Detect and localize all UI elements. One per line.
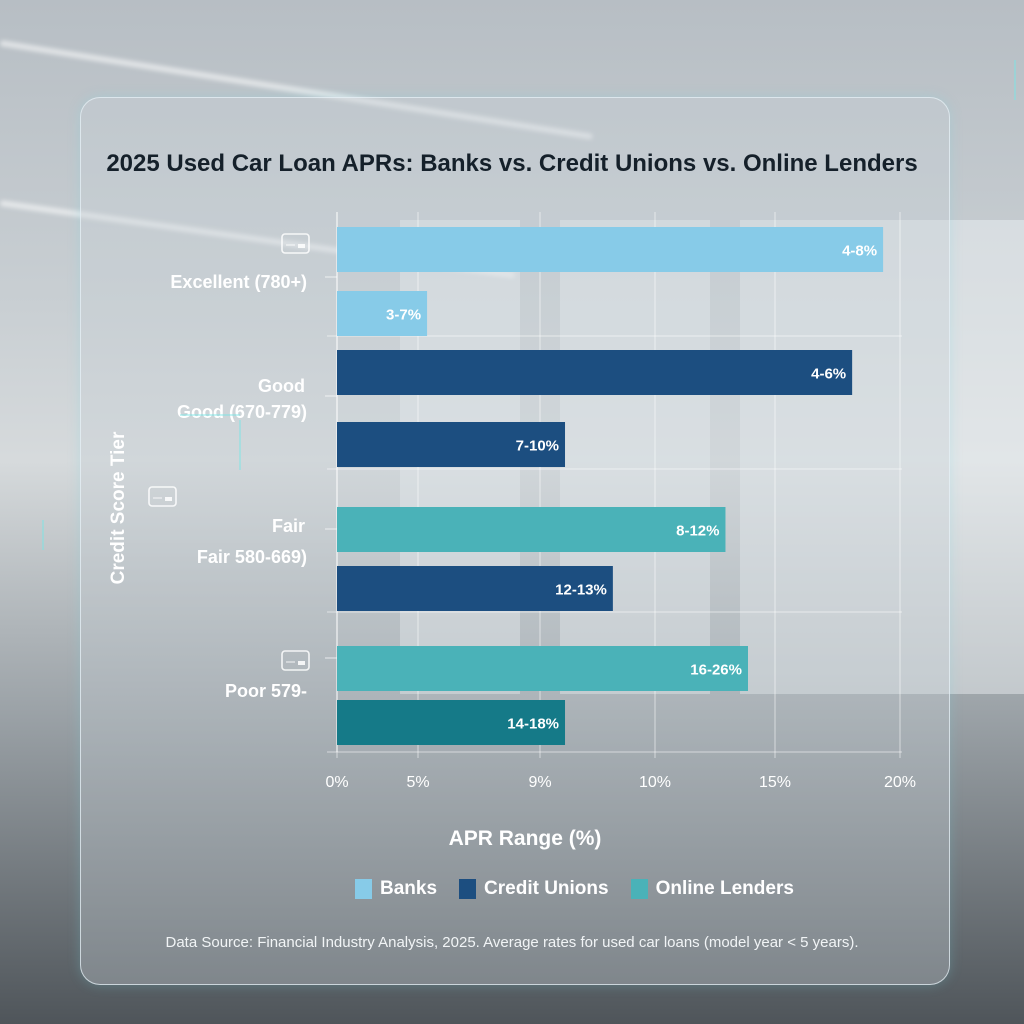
legend-label: Credit Unions (484, 878, 609, 899)
credit-card-icon (298, 244, 305, 248)
category-label: Excellent (780+) (170, 272, 307, 292)
x-tick-label: 0% (325, 774, 348, 791)
legend-item-credit-unions: Credit Unions (459, 878, 609, 900)
category-label: Poor 579- (225, 681, 307, 701)
y-axis-title: Credit Score Tier (108, 431, 129, 584)
legend: Banks Credit Unions Online Lenders (355, 878, 794, 900)
category-label: Fair 580-669) (197, 547, 307, 567)
x-tick-label: 5% (406, 774, 429, 791)
bar-value-label: 14-18% (507, 716, 559, 733)
category-label: Good (670-779) (177, 402, 307, 422)
x-tick-label: 15% (759, 774, 791, 791)
data-source-note: Data Source: Financial Industry Analysis… (165, 934, 859, 951)
x-axis-title: APR Range (%) (449, 827, 602, 850)
bar-credit-unions (337, 566, 613, 611)
chart-title: 2025 Used Car Loan APRs: Banks vs. Credi… (106, 150, 918, 177)
bar-value-label: 4-6% (811, 366, 846, 383)
credit-card-icon (281, 233, 310, 254)
background-window (560, 220, 710, 694)
x-tick-label: 10% (639, 774, 671, 791)
bar-value-label: 8-12% (676, 523, 719, 540)
bar-value-label: 12-13% (555, 582, 607, 599)
legend-swatch (459, 879, 477, 899)
legend-label: Online Lenders (655, 878, 794, 899)
bar-online-lenders (337, 507, 726, 552)
bar-banks (337, 291, 428, 336)
category-label-top: Good (258, 376, 305, 396)
category-label-top: Fair (272, 516, 305, 536)
legend-item-online-lenders: Online Lenders (630, 878, 794, 900)
credit-card-icon (298, 661, 305, 665)
legend-item-banks: Banks (355, 878, 437, 900)
bar-online-lenders (337, 646, 748, 691)
credit-card-icon (165, 497, 172, 501)
credit-card-icon (281, 650, 310, 671)
bar-value-label: 16-26% (690, 662, 742, 679)
bar-credit-unions (337, 422, 566, 467)
bar-value-label: 7-10% (516, 438, 559, 455)
legend-swatch (355, 879, 372, 899)
bar-banks (337, 227, 884, 272)
bar-online-lenders (337, 700, 566, 745)
legend-swatch (630, 879, 648, 899)
x-tick-label: 20% (884, 774, 916, 791)
bar-credit-unions (337, 350, 853, 395)
x-tick-label: 9% (528, 774, 551, 791)
bar-value-label: 3-7% (386, 307, 421, 324)
bar-value-label: 4-8% (842, 243, 877, 260)
background-window (740, 220, 1024, 694)
credit-card-icon (148, 486, 177, 507)
legend-label: Banks (380, 878, 438, 899)
